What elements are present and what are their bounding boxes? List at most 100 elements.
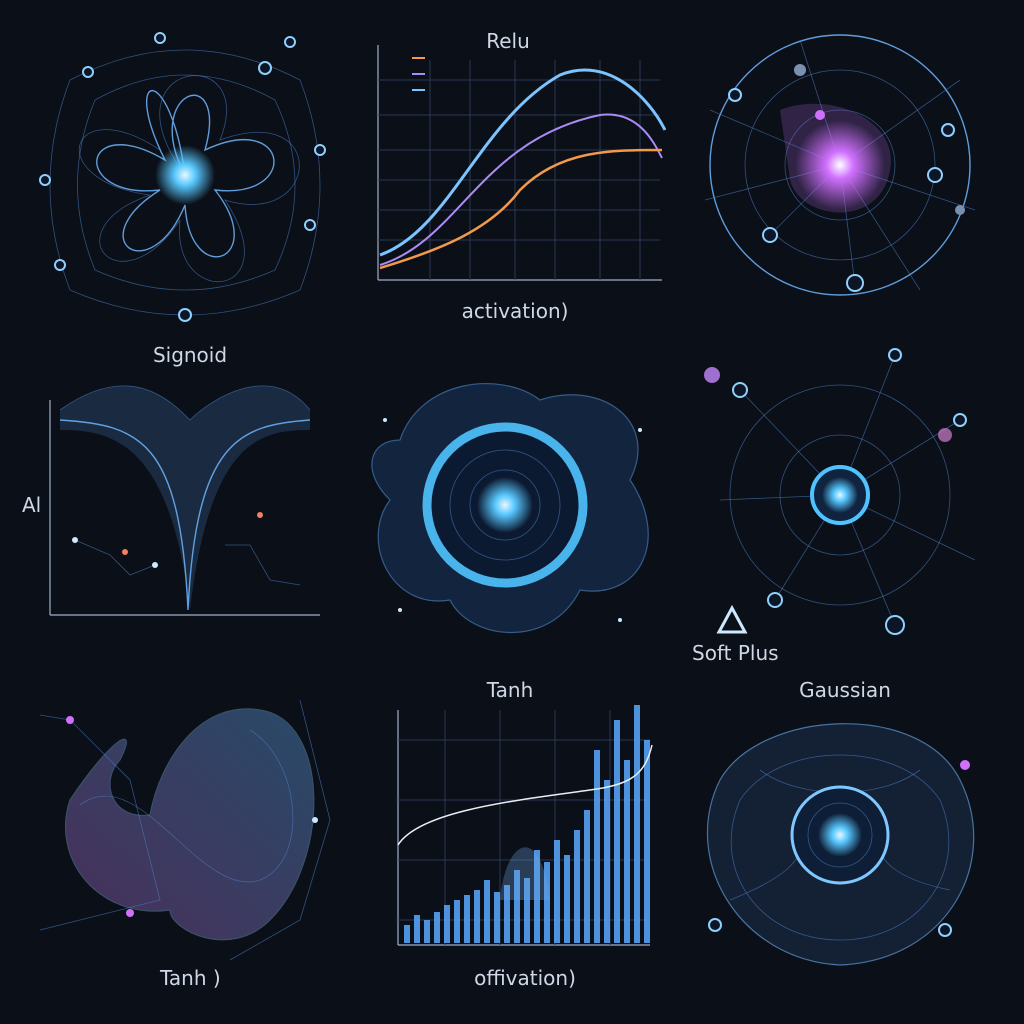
decoration <box>704 367 720 383</box>
decoration <box>494 892 500 943</box>
decoration <box>514 870 520 943</box>
decoration <box>638 428 642 432</box>
decoration <box>938 428 952 442</box>
decoration <box>534 850 540 943</box>
decoration <box>500 847 550 900</box>
decoration <box>719 354 976 626</box>
decoration <box>604 780 610 943</box>
decoration <box>155 145 215 205</box>
decoration <box>729 384 951 606</box>
decoration <box>59 419 311 611</box>
decoration <box>39 174 51 186</box>
decoration <box>574 830 580 943</box>
decoration <box>594 750 600 943</box>
decoration <box>564 855 570 943</box>
decoration <box>154 32 166 44</box>
decoration <box>779 434 901 556</box>
flower-art <box>39 32 326 322</box>
relu-chart <box>377 45 667 281</box>
decoration <box>82 66 94 78</box>
decoration <box>464 895 470 943</box>
decoration <box>49 49 321 316</box>
decoration <box>818 813 862 857</box>
decoration <box>454 900 460 943</box>
decoration <box>784 109 896 221</box>
decoration <box>709 34 971 296</box>
decoration <box>397 744 653 846</box>
decoration <box>807 802 873 868</box>
decoration <box>312 817 318 823</box>
decoration <box>614 720 620 943</box>
decoration <box>78 75 300 283</box>
tanh-chart <box>397 705 653 946</box>
decoration <box>414 915 420 943</box>
sigmoid-y-label: Al <box>22 493 41 517</box>
decoration <box>708 918 722 932</box>
decoration <box>79 729 294 883</box>
decoration <box>815 110 825 120</box>
decoration <box>524 878 530 943</box>
decoration <box>404 925 410 943</box>
decoration <box>434 912 440 943</box>
decoration <box>484 880 490 943</box>
decoration <box>728 88 742 102</box>
decoration <box>504 885 510 943</box>
decoration <box>927 167 943 183</box>
tanh-shape-label: Tanh ) <box>159 966 221 990</box>
ring-art <box>371 383 649 634</box>
decoration <box>122 549 128 555</box>
decoration <box>314 144 326 156</box>
decoration <box>126 909 134 917</box>
decoration <box>304 219 316 231</box>
decoration <box>469 469 541 541</box>
decoration <box>744 69 936 261</box>
tanh-chart-x-label: offivation) <box>474 966 576 990</box>
decoration <box>794 64 806 76</box>
relu-title: Relu <box>486 29 530 53</box>
decoration <box>732 382 748 398</box>
gaussian-art <box>706 723 975 966</box>
decoration <box>584 810 590 943</box>
decoration <box>885 615 905 635</box>
decoration <box>60 385 310 610</box>
decoration <box>284 36 296 48</box>
sigmoid-art <box>49 385 320 616</box>
decoration <box>257 512 263 518</box>
decoration <box>39 699 331 961</box>
decoration <box>152 562 158 568</box>
decoration <box>449 449 561 561</box>
softplus-art <box>704 348 976 635</box>
decoration <box>66 716 74 724</box>
decoration <box>767 592 783 608</box>
decoration <box>762 227 778 243</box>
tanh-shape-art <box>39 699 331 961</box>
decoration <box>72 537 78 543</box>
decoration <box>178 308 192 322</box>
decoration <box>74 539 301 586</box>
decoration <box>54 259 66 271</box>
tanh-chart-title: Tanh <box>486 678 534 702</box>
decoration <box>730 754 950 941</box>
gaussian-title: Gaussian <box>799 678 891 702</box>
softplus-title: Soft Plus <box>692 641 779 665</box>
decoration <box>77 74 296 291</box>
decoration <box>444 905 450 943</box>
decoration <box>795 120 885 210</box>
decoration <box>477 477 533 533</box>
relu-x-label: activation) <box>462 299 569 323</box>
decoration <box>59 385 311 421</box>
decoration <box>398 608 402 612</box>
decoration <box>822 477 858 513</box>
decoration <box>704 39 976 291</box>
decoration <box>383 418 387 422</box>
decoration <box>624 760 630 943</box>
decoration <box>424 920 430 943</box>
decoration <box>379 68 667 257</box>
decoration <box>634 705 640 943</box>
decoration <box>379 148 663 270</box>
decoration <box>955 205 965 215</box>
decoration <box>846 274 864 292</box>
decoration <box>938 923 952 937</box>
decoration <box>379 113 663 266</box>
